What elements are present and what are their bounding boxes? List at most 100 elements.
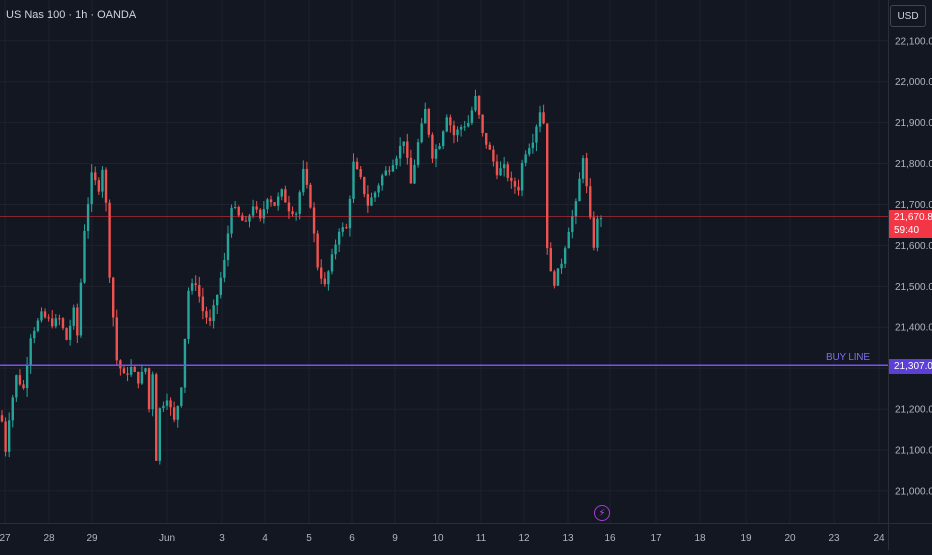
candle-body	[230, 207, 233, 234]
time-tick-label: 10	[432, 533, 444, 544]
candle-body	[165, 400, 169, 406]
candle-body	[86, 204, 90, 231]
candle-body	[65, 328, 68, 340]
lightning-icon[interactable]: ⚡	[594, 505, 610, 521]
candle-body	[506, 164, 509, 178]
candle-body	[83, 230, 86, 283]
candle-body	[581, 158, 585, 179]
candle-body	[341, 227, 344, 232]
candle-body	[312, 207, 316, 234]
candle-body	[599, 218, 603, 220]
candle-body	[560, 263, 563, 269]
candle-body	[172, 407, 176, 420]
candle-body	[40, 311, 43, 321]
time-tick-label: 16	[604, 533, 616, 544]
candles-layer	[0, 89, 603, 465]
candle-body	[111, 277, 115, 318]
candle-body	[495, 161, 499, 176]
candle-body	[305, 168, 309, 185]
candle-body	[97, 180, 101, 192]
candle-body	[377, 185, 380, 193]
candle-body	[212, 305, 215, 322]
lightning-glyph: ⚡	[598, 507, 606, 519]
candle-body	[398, 145, 402, 159]
candle-body	[266, 199, 269, 210]
candle-body	[190, 283, 194, 291]
candle-body	[502, 164, 506, 169]
candle-body	[327, 271, 330, 285]
time-tick-label: 29	[86, 533, 98, 544]
candle-body	[492, 149, 495, 162]
candle-body	[237, 207, 240, 216]
candle-body	[51, 318, 54, 327]
candle-body	[467, 122, 470, 127]
price-tick-label: 21,900.0	[895, 118, 932, 129]
candle-body	[574, 201, 578, 217]
candle-body	[517, 186, 520, 191]
candle-body	[36, 320, 40, 331]
candle-body	[366, 194, 370, 206]
candle-body	[510, 177, 513, 182]
candle-body	[259, 209, 262, 219]
candle-body	[294, 213, 298, 215]
candle-body	[406, 141, 409, 158]
candle-body	[15, 375, 18, 398]
candle-body	[302, 168, 305, 193]
time-tick-label: 3	[219, 533, 225, 544]
price-tick-label: 21,700.0	[895, 200, 932, 211]
candle-body	[194, 283, 197, 286]
candle-body	[144, 368, 147, 372]
price-tick-label: 21,400.0	[895, 323, 932, 334]
candle-body	[427, 109, 431, 135]
price-tick-label: 22,100.0	[895, 36, 932, 47]
candle-body	[43, 311, 47, 318]
candle-body	[119, 360, 122, 369]
candle-body	[25, 365, 29, 389]
currency-button[interactable]: USD	[890, 5, 926, 27]
candle-body	[355, 161, 359, 170]
candle-body	[216, 294, 219, 306]
candle-body	[520, 162, 524, 191]
candle-body	[488, 144, 492, 150]
candle-body	[391, 165, 395, 172]
buy-line-label: BUY LINE	[826, 352, 870, 363]
candle-body	[90, 172, 93, 205]
grid-layer	[0, 0, 888, 523]
time-tick-label: 11	[476, 533, 487, 544]
candle-body	[180, 387, 183, 407]
candle-body	[334, 244, 337, 255]
candle-body	[205, 311, 208, 318]
candle-body	[208, 317, 212, 322]
time-tick-label: 28	[43, 533, 55, 544]
candle-body	[345, 227, 348, 229]
candle-body	[445, 117, 448, 132]
price-tick-label: 21,800.0	[895, 159, 932, 170]
candle-body	[133, 366, 136, 372]
time-tick-label: 17	[650, 533, 662, 544]
candle-body	[298, 192, 301, 214]
time-tick-label: 27	[0, 533, 11, 544]
candle-body	[108, 202, 111, 278]
candle-body	[592, 217, 596, 248]
candle-body	[528, 148, 531, 155]
candle-body	[352, 161, 355, 199]
candle-body	[441, 131, 445, 147]
time-tick-label: 23	[828, 533, 840, 544]
candle-body	[155, 374, 158, 461]
price-tick-label: 21,000.0	[895, 486, 932, 497]
candle-body	[420, 123, 423, 143]
candle-body	[18, 375, 22, 385]
candle-body	[474, 96, 477, 111]
candle-body	[169, 400, 172, 408]
candle-body	[381, 175, 384, 186]
price-tick-label: 22,000.0	[895, 77, 932, 88]
candle-body	[287, 202, 291, 212]
candle-body	[115, 317, 118, 361]
candle-body	[395, 158, 398, 166]
last-price-badge: 21,670.8 59:40	[889, 210, 932, 238]
candle-body	[438, 146, 441, 149]
candle-body	[434, 148, 438, 159]
candle-body	[33, 330, 36, 339]
